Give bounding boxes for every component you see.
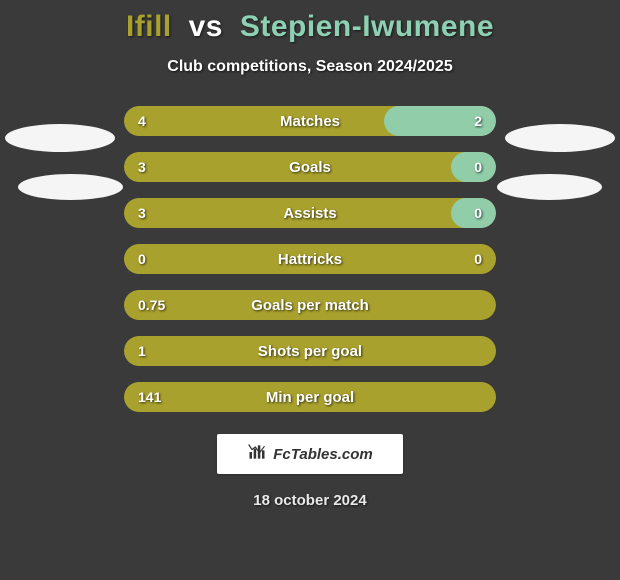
player1-bar: [124, 382, 496, 412]
comparison-title: Ifill vs Stepien-Iwumene: [0, 0, 620, 44]
player2-avatar-placeholder-top: [505, 124, 615, 152]
source-label: FcTables.com: [273, 446, 372, 463]
stat-row: Shots per goal1: [124, 336, 496, 366]
player1-name: Ifill: [126, 10, 172, 43]
stat-row: Min per goal141: [124, 382, 496, 412]
stat-row: Matches42: [124, 106, 496, 136]
bar-chart-icon: [247, 442, 267, 466]
subtitle: Club competitions, Season 2024/2025: [0, 58, 620, 76]
stat-row: Hattricks00: [124, 244, 496, 274]
player1-bar: [124, 244, 496, 274]
player1-bar: [124, 290, 451, 320]
player1-avatar-placeholder-bottom: [18, 174, 123, 200]
vs-label: vs: [189, 10, 223, 43]
player2-bar: [384, 106, 496, 136]
player2-bar: [451, 198, 496, 228]
source-badge: FcTables.com: [217, 434, 403, 474]
stat-row: Assists30: [124, 198, 496, 228]
date-label: 18 october 2024: [0, 492, 620, 509]
player1-avatar-placeholder-top: [5, 124, 115, 152]
stat-rows: Matches42 Goals30 Assists30 Hattricks00 Goal…: [0, 106, 620, 412]
player1-bar: [124, 198, 384, 228]
player2-avatar-placeholder-bottom: [497, 174, 602, 200]
stat-row: Goals per match0.75: [124, 290, 496, 320]
player1-bar: [124, 152, 384, 182]
player1-bar: [124, 336, 496, 366]
player2-bar: [451, 152, 496, 182]
player1-bar: [124, 106, 384, 136]
stat-row: Goals30: [124, 152, 496, 182]
player2-name: Stepien-Iwumene: [240, 10, 494, 43]
